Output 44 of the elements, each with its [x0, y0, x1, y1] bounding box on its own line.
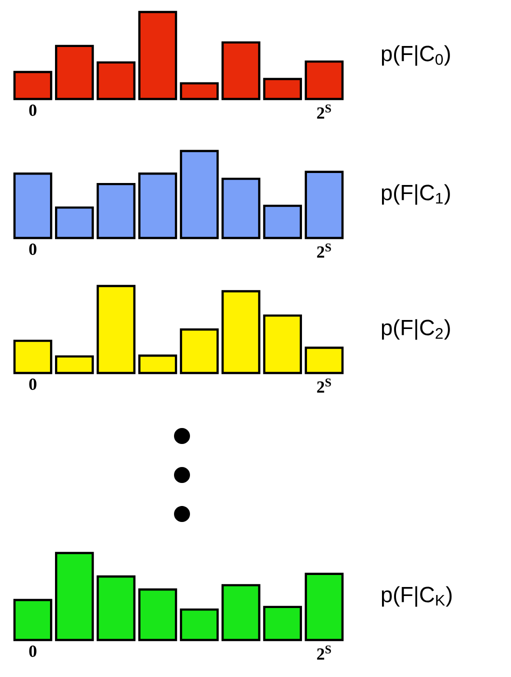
bar [180, 82, 219, 100]
bar [263, 606, 302, 642]
bar [138, 588, 178, 642]
bar [304, 346, 344, 374]
bar [13, 70, 52, 100]
bar [304, 60, 344, 100]
bar [138, 172, 178, 240]
bar [222, 41, 260, 100]
bar [138, 10, 178, 100]
bar [222, 584, 260, 642]
bar [96, 182, 136, 240]
x-tick-label: 0 [29, 244, 36, 255]
bar [13, 172, 52, 240]
x-tick-label: 2$^{S}$ [317, 378, 331, 393]
series-label: p(F|C$_{1}$) [382, 184, 450, 205]
bar [304, 572, 344, 642]
series-label: p(F|C$_{0}$) [382, 45, 450, 66]
bar [55, 355, 94, 374]
bar [55, 552, 94, 642]
bar [55, 206, 94, 240]
x-tick-label: 0 [29, 104, 36, 116]
bar [222, 290, 260, 374]
bar [180, 150, 219, 240]
x-tick-label: 2$^{S}$ [317, 646, 331, 660]
x-tick-label: 2$^{S}$ [317, 244, 331, 258]
series-label: p(F|C$_{K}$) [382, 586, 452, 607]
series-label: p(F|C$_{2}$) [382, 319, 450, 340]
x-tick-label: 2$^{S}$ [317, 104, 331, 119]
bar [96, 575, 136, 642]
bar [96, 284, 136, 374]
bar [263, 314, 302, 374]
bar [13, 340, 52, 374]
bar [13, 598, 52, 642]
bar [222, 178, 260, 240]
bar [138, 354, 178, 374]
bar [263, 204, 302, 240]
bar [304, 170, 344, 240]
bar [55, 44, 94, 100]
x-tick-label: 0 [29, 646, 36, 657]
bar [180, 328, 219, 374]
bar [180, 608, 219, 642]
bar [263, 78, 302, 100]
x-tick-label: 0 [29, 378, 36, 390]
bar [96, 61, 136, 100]
